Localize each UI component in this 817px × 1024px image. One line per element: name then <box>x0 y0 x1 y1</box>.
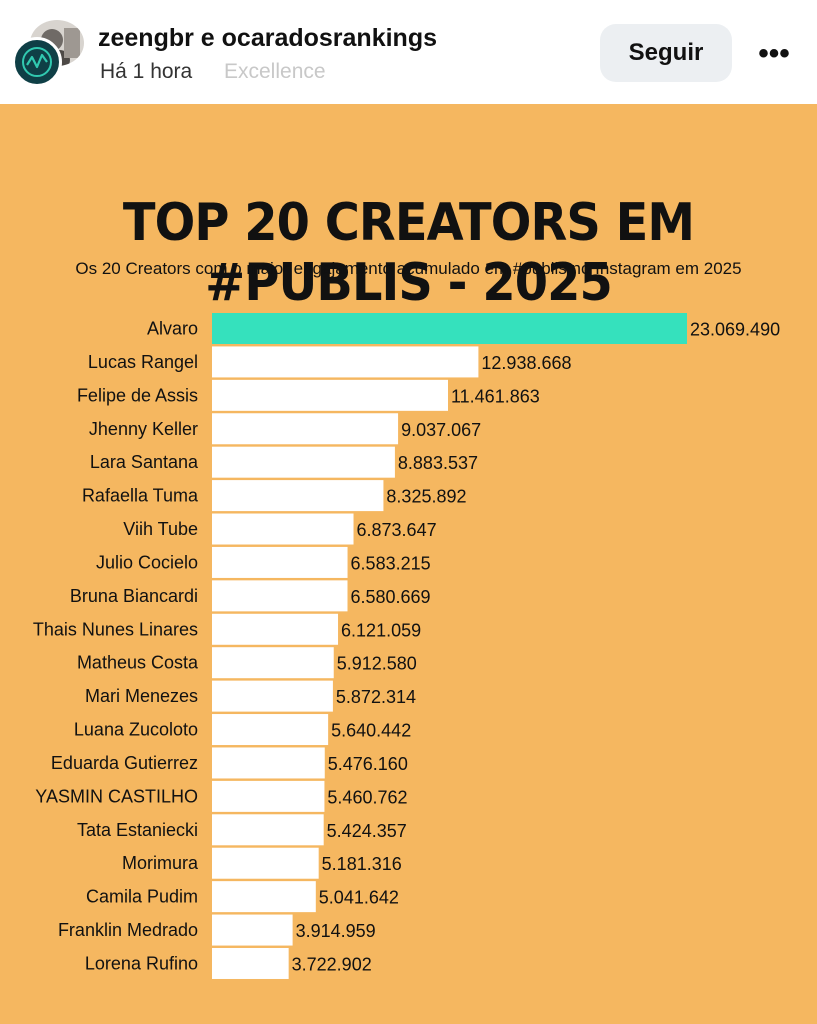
category-label-9: Thais Nunes Linares <box>33 619 198 639</box>
more-options-icon[interactable]: ••• <box>754 34 794 74</box>
bar-12 <box>212 714 329 746</box>
bar-9 <box>212 613 339 645</box>
value-label-9: 6.121.059 <box>341 620 421 640</box>
bar-11 <box>212 680 333 712</box>
category-label-8: Bruna Biancardi <box>70 586 198 606</box>
value-label-16: 5.181.316 <box>322 854 402 874</box>
category-label-10: Matheus Costa <box>77 653 199 673</box>
category-label-5: Rafaella Tuma <box>82 486 199 506</box>
bar-8 <box>212 580 348 612</box>
value-label-4: 8.883.537 <box>398 453 478 473</box>
category-label-0: Alvaro <box>147 319 198 339</box>
category-label-7: Julio Cocielo <box>96 552 198 572</box>
value-label-2: 11.461.863 <box>451 386 540 406</box>
category-label-2: Felipe de Assis <box>77 385 198 405</box>
value-label-0: 23.069.490 <box>690 320 780 340</box>
value-label-3: 9.037.067 <box>401 420 481 440</box>
value-label-8: 6.580.669 <box>350 587 430 607</box>
bar-13 <box>212 747 325 779</box>
post-time: Há 1 hora <box>100 60 193 83</box>
bar-16 <box>212 847 319 879</box>
bar-1 <box>212 346 479 378</box>
category-label-12: Luana Zucoloto <box>74 720 198 740</box>
avatar-ocaradosrankings[interactable] <box>12 37 62 87</box>
bar-18 <box>212 914 293 946</box>
category-label-6: Viih Tube <box>123 519 198 539</box>
value-label-13: 5.476.160 <box>328 754 408 774</box>
bar-14 <box>212 780 325 812</box>
value-label-7: 6.583.215 <box>351 553 431 573</box>
value-label-1: 12.938.668 <box>481 353 571 373</box>
category-label-17: Camila Pudim <box>86 887 198 907</box>
bar-19 <box>212 947 289 979</box>
category-label-14: YASMIN CASTILHO <box>35 786 198 806</box>
author-avatars[interactable] <box>12 20 84 87</box>
category-label-4: Lara Santana <box>90 452 199 472</box>
trend-logo-icon <box>22 47 52 77</box>
value-label-11: 5.872.314 <box>336 687 416 707</box>
bar-0 <box>212 313 687 344</box>
value-label-6: 6.873.647 <box>357 520 437 540</box>
post-header: zeengbr e ocaradosrankings Excellence Há… <box>0 0 817 104</box>
category-label-13: Eduarda Gutierrez <box>51 753 198 773</box>
post-authors[interactable]: zeengbr e ocaradosrankings <box>98 24 438 52</box>
value-label-5: 8.325.892 <box>386 487 466 507</box>
post-image <box>0 104 817 1024</box>
category-label-18: Franklin Medrado <box>58 920 198 940</box>
value-label-15: 5.424.357 <box>327 821 407 841</box>
bar-7 <box>212 546 348 578</box>
bar-4 <box>212 446 395 478</box>
chart-title: TOP 20 CREATORS EM #PUBLIS - 2025 <box>122 193 695 313</box>
value-label-19: 3.722.902 <box>292 954 372 974</box>
bar-3 <box>212 413 399 445</box>
category-label-3: Jhenny Keller <box>89 419 198 439</box>
category-label-11: Mari Menezes <box>85 686 198 706</box>
category-label-15: Tata Estaniecki <box>77 820 198 840</box>
bar-5 <box>212 480 384 512</box>
category-label-19: Lorena Rufino <box>85 953 198 973</box>
bar-2 <box>212 379 448 411</box>
value-label-12: 5.640.442 <box>331 721 411 741</box>
value-label-10: 5.912.580 <box>337 654 417 674</box>
chart-subtitle: Os 20 Creators com o maior engajamento a… <box>75 259 742 278</box>
value-label-17: 5.041.642 <box>319 888 399 908</box>
follow-button[interactable]: Seguir <box>600 24 732 82</box>
bar-15 <box>212 814 324 846</box>
category-label-16: Morimura <box>122 853 199 873</box>
faded-caption: Excellence <box>224 60 326 83</box>
bar-6 <box>212 513 354 545</box>
value-label-18: 3.914.959 <box>296 921 376 941</box>
bar-17 <box>212 881 316 913</box>
category-label-1: Lucas Rangel <box>88 352 198 372</box>
bar-10 <box>212 647 334 679</box>
value-label-14: 5.460.762 <box>327 787 407 807</box>
